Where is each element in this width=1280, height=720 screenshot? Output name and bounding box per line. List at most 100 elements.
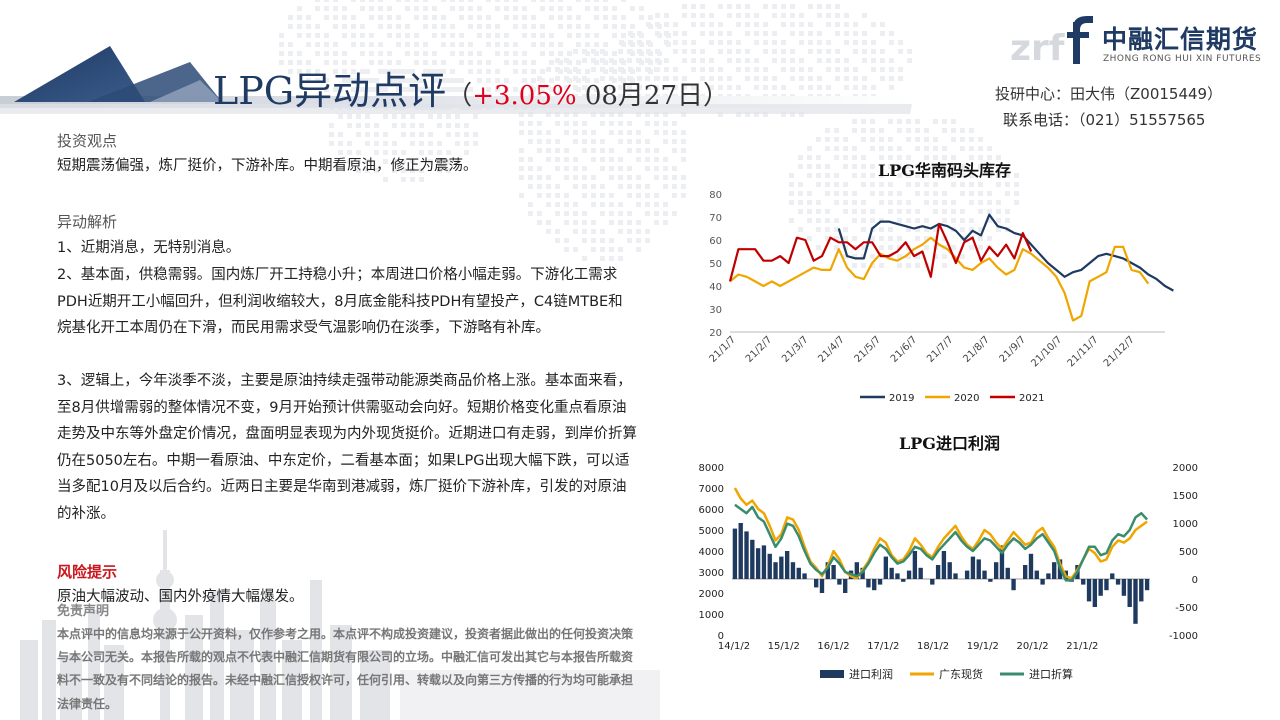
chart2-right-ytick-label: 2000 (1173, 463, 1198, 474)
title-main: LPG异动点评 (213, 69, 447, 113)
chart2-legend-label: 广东现货 (939, 667, 983, 681)
chart2-bar-进口利润 (982, 570, 987, 579)
chart2-xtick-label: 14/1/2 (718, 641, 750, 652)
chart2-legend-label: 进口利润 (849, 667, 893, 681)
chart2-bar-进口利润 (779, 556, 784, 579)
chart2-left-ytick-label: 6000 (699, 505, 724, 516)
chart2-legend-label: 进口折算 (1029, 667, 1073, 681)
chart2-bar-进口利润 (1098, 579, 1103, 596)
chart2-bar-进口利润 (947, 562, 952, 579)
view-text: 短期震荡偏强，炼厂挺价，下游补库。中期看原油，修正为震荡。 (57, 158, 478, 174)
chart2-bar-进口利润 (790, 562, 796, 579)
chart2-right-ytick-label: 1000 (1173, 519, 1198, 530)
chart1-series-line-2020 (729, 236, 1150, 322)
analysis-p1: 1、近期消息，无特别消息。 (57, 240, 241, 256)
chart2-bar-进口利润 (1144, 579, 1150, 591)
chart1-xtick-label: 21/6/7 (889, 334, 920, 365)
chart1-ytick-label: 40 (709, 282, 722, 293)
chart2-bar-进口利润 (767, 553, 772, 579)
logo-name-en: ZHONG RONG HUI XIN FUTURES (1103, 54, 1262, 64)
disclaimer-heading: 免责声明 (57, 604, 110, 619)
chart-import-profit: 0 1000 2000 3000 4000 5000 6000 7000 8000 -1000 -5… (699, 463, 1198, 681)
chart1-xtick-label: 21/8/7 (961, 334, 992, 365)
chart2-xtick-label: 20/1/2 (1016, 641, 1048, 652)
chart2-right-ytick-label: 500 (1179, 547, 1198, 558)
logo-watermark-text: zrf (1010, 28, 1065, 66)
title-paren-open: （ (446, 81, 473, 111)
header-band (0, 46, 912, 114)
chart2-xtick-label: 19/1/2 (967, 641, 999, 652)
chart2-bar-进口利润 (1034, 570, 1039, 579)
chart1-xtick-label: 21/12/7 (1102, 334, 1137, 369)
chart2-bar-进口利润 (1121, 579, 1127, 596)
chart1-xtick-label: 21/5/7 (853, 334, 884, 365)
chart2-left-ytick-label: 0 (718, 631, 724, 642)
chart2-bar-进口利润 (854, 562, 859, 579)
chart2-bar-进口利润 (1005, 567, 1010, 579)
chart2-bar-进口利润 (738, 523, 743, 579)
chart2-left-ytick-label: 4000 (699, 547, 724, 558)
chart2-bar-进口利润 (1081, 579, 1086, 585)
chart2-bar-进口利润 (877, 579, 883, 585)
chart1-legend-label: 2019 (889, 393, 914, 404)
chart2-bar-进口利润 (802, 573, 807, 579)
chart2-left-ytick-label: 8000 (699, 463, 724, 474)
chart2-bar-进口利润 (1023, 565, 1028, 579)
chart1-legend-label: 2020 (954, 393, 979, 404)
chart2-right-ytick-label: 1500 (1173, 491, 1198, 502)
page-title: LPG异动点评（+3.05% 08月27日） (213, 60, 729, 115)
chart2-bar-进口利润 (1046, 573, 1051, 579)
chart2-bar-进口利润 (953, 573, 958, 579)
city-skyline-decoration (20, 530, 660, 720)
chart2-bar-进口利润 (889, 567, 894, 579)
chart1-ytick-label: 70 (709, 213, 722, 224)
chart2-bar-进口利润 (993, 562, 999, 579)
chart2-legend-swatch (820, 670, 844, 678)
chart2-bar-进口利润 (773, 562, 778, 579)
chart1-ytick-label: 50 (709, 259, 722, 270)
chart2-bar-进口利润 (901, 579, 906, 582)
chart2-bar-进口利润 (1104, 579, 1109, 591)
chart2-bar-进口利润 (1092, 579, 1098, 607)
section-heading-risk: 风险提示 (57, 563, 118, 581)
chart2-series-line-进口折算 (734, 503, 1149, 582)
chart2-bar-进口利润 (988, 579, 993, 582)
chart1-ytick-label: 60 (709, 236, 722, 247)
chart1-xtick-label: 21/11/7 (1066, 334, 1101, 369)
chart1-xtick-label: 21/4/7 (816, 334, 847, 365)
chart2-xtick-label: 18/1/2 (917, 641, 949, 652)
chart2-bar-进口利润 (732, 528, 738, 579)
title-date: 08月27日 (576, 81, 704, 111)
analysis-p3: 3、逻辑上，今年淡季不淡，主要是原油持续走强带动能源类商品价格上涨。基本面来看，… (57, 373, 637, 522)
chart1-xtick-label: 21/2/7 (744, 334, 775, 365)
chart2-bar-进口利润 (1052, 562, 1057, 579)
chart2-bar-进口利润 (941, 551, 947, 579)
chart2-bar-进口利润 (1127, 579, 1132, 607)
chart2-bar-进口利润 (912, 551, 918, 579)
chart2-bar-进口利润 (796, 567, 801, 579)
chart2-left-ytick-label: 7000 (699, 484, 724, 495)
chart2-left-ytick-label: 5000 (699, 526, 724, 537)
chart1-series-line-2021 (728, 222, 1033, 282)
chart2-bar-进口利润 (970, 556, 976, 579)
section-heading-analysis: 异动解析 (57, 213, 118, 231)
chart2-left-ytick-label: 3000 (699, 568, 724, 579)
chart2-bar-进口利润 (964, 570, 970, 579)
chart2-right-ytick-label: -1000 (1169, 631, 1198, 642)
chart2-bar-进口利润 (883, 556, 889, 579)
chart2-bar-进口利润 (831, 565, 836, 579)
chart1-ytick-label: 80 (709, 190, 722, 201)
chart2-right-ytick-label: -500 (1175, 603, 1198, 614)
phone-line: 联系电话：（021）51557565 (1003, 111, 1206, 129)
chart1-title: LPG华南码头库存 (878, 161, 1011, 180)
chart2-bar-进口利润 (744, 531, 749, 579)
chart2-bar-进口利润 (1115, 579, 1121, 585)
chart2-bar-进口利润 (761, 545, 767, 579)
chart1-xtick-label: 21/3/7 (780, 334, 811, 365)
chart2-bar-进口利润 (999, 545, 1005, 579)
chart2-bar-进口利润 (1011, 579, 1016, 591)
chart1-xtick-label: 21/10/7 (1029, 334, 1064, 369)
chart1-series-line-2019 (837, 213, 1174, 292)
logo-watermark: zrf (1010, 28, 1065, 66)
